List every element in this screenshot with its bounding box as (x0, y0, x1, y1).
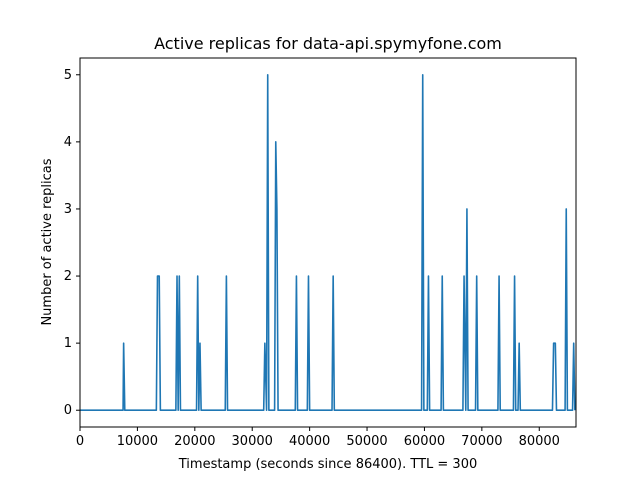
x-tick-label: 80000 (519, 434, 560, 449)
y-tick-label: 1 (64, 336, 72, 351)
plot-frame (79, 57, 577, 428)
y-tick-label: 5 (64, 68, 72, 83)
x-tick-label: 30000 (232, 434, 273, 449)
y-tick-label: 4 (64, 135, 72, 150)
x-tick-label: 20000 (174, 434, 215, 449)
x-tick-label: 60000 (404, 434, 445, 449)
chart-title: Active replicas for data-api.spymyfone.c… (154, 34, 502, 53)
series-line (80, 73, 576, 412)
x-tick-label: 70000 (461, 434, 502, 449)
x-tick-label: 0 (76, 434, 84, 449)
y-tick-label: 3 (64, 202, 72, 217)
y-axis-label: Number of active replicas (40, 158, 55, 325)
series-layer (80, 73, 576, 412)
plot-area (80, 58, 576, 427)
x-tick-label: 10000 (117, 434, 158, 449)
x-tick-label: 40000 (289, 434, 330, 449)
y-tick-label: 0 (64, 403, 72, 418)
x-axis-label: Timestamp (seconds since 86400). TTL = 3… (178, 457, 478, 472)
ticks-layer: 0 10000 20000 30000 40000 50000 60000 70000 8000… (64, 68, 560, 449)
x-tick-label: 50000 (346, 434, 387, 449)
y-tick-label: 2 (64, 269, 72, 284)
